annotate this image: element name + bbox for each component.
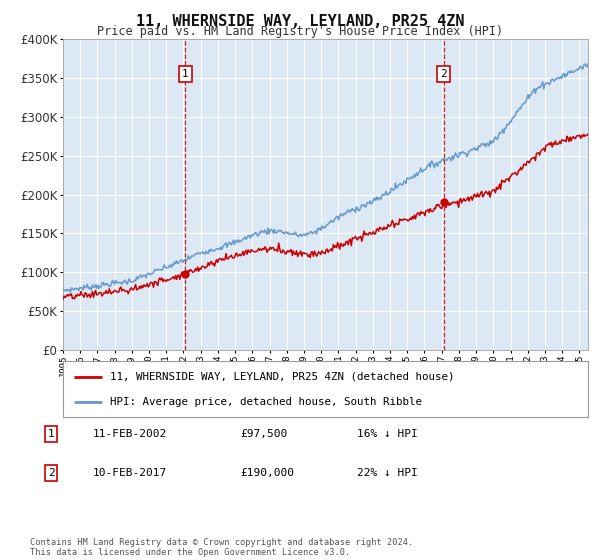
Text: £97,500: £97,500 <box>240 429 287 439</box>
Text: £190,000: £190,000 <box>240 468 294 478</box>
Text: HPI: Average price, detached house, South Ribble: HPI: Average price, detached house, Sout… <box>110 396 422 407</box>
Text: 11, WHERNSIDE WAY, LEYLAND, PR25 4ZN (detached house): 11, WHERNSIDE WAY, LEYLAND, PR25 4ZN (de… <box>110 372 455 382</box>
Text: 16% ↓ HPI: 16% ↓ HPI <box>357 429 418 439</box>
Text: Price paid vs. HM Land Registry's House Price Index (HPI): Price paid vs. HM Land Registry's House … <box>97 25 503 38</box>
Text: 11, WHERNSIDE WAY, LEYLAND, PR25 4ZN: 11, WHERNSIDE WAY, LEYLAND, PR25 4ZN <box>136 14 464 29</box>
Text: 11-FEB-2002: 11-FEB-2002 <box>93 429 167 439</box>
Text: 1: 1 <box>182 69 189 79</box>
Text: 10-FEB-2017: 10-FEB-2017 <box>93 468 167 478</box>
Text: 2: 2 <box>440 69 447 79</box>
Text: 2: 2 <box>47 468 55 478</box>
Text: 1: 1 <box>47 429 55 439</box>
Text: 22% ↓ HPI: 22% ↓ HPI <box>357 468 418 478</box>
Text: Contains HM Land Registry data © Crown copyright and database right 2024.
This d: Contains HM Land Registry data © Crown c… <box>30 538 413 557</box>
